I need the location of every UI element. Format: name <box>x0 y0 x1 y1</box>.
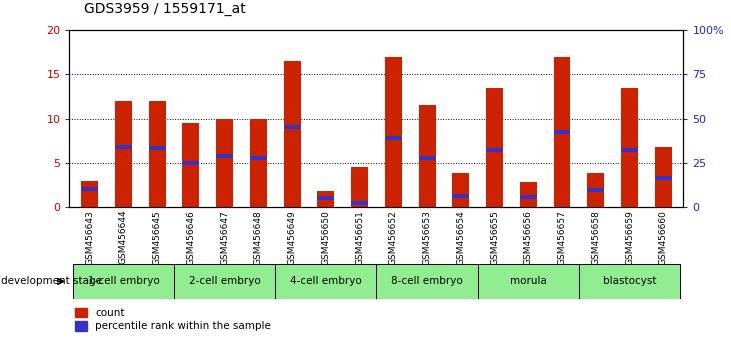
Text: GSM456659: GSM456659 <box>625 210 634 265</box>
Text: GSM456655: GSM456655 <box>490 210 499 265</box>
Text: GSM456660: GSM456660 <box>659 210 667 265</box>
Bar <box>351 167 368 207</box>
Text: 8-cell embryo: 8-cell embryo <box>391 276 463 286</box>
Bar <box>174 264 276 299</box>
Bar <box>385 57 402 207</box>
Text: GSM456647: GSM456647 <box>220 210 229 264</box>
Bar <box>317 196 334 200</box>
Bar <box>351 201 368 205</box>
Bar <box>317 191 334 207</box>
Bar <box>579 264 680 299</box>
Bar <box>587 188 605 192</box>
Bar <box>553 57 570 207</box>
Text: GSM456657: GSM456657 <box>558 210 567 265</box>
Text: GSM456650: GSM456650 <box>322 210 330 265</box>
Legend: count, percentile rank within the sample: count, percentile rank within the sample <box>75 308 271 331</box>
Text: GSM456654: GSM456654 <box>456 210 466 264</box>
Bar <box>284 61 300 207</box>
Bar <box>621 148 638 152</box>
Bar <box>486 148 503 152</box>
Bar <box>419 156 436 160</box>
Bar <box>385 136 402 140</box>
Bar <box>520 182 537 207</box>
Text: GSM456646: GSM456646 <box>186 210 195 264</box>
Bar <box>115 101 132 207</box>
Text: GSM456652: GSM456652 <box>389 210 398 264</box>
Bar <box>284 125 300 130</box>
Bar <box>520 195 537 199</box>
Bar <box>250 119 267 207</box>
Bar <box>621 88 638 207</box>
Text: 1-cell embryo: 1-cell embryo <box>88 276 159 286</box>
Bar <box>216 154 233 158</box>
Text: morula: morula <box>510 276 547 286</box>
Text: 4-cell embryo: 4-cell embryo <box>290 276 362 286</box>
Text: GSM456648: GSM456648 <box>254 210 263 264</box>
Text: GSM456644: GSM456644 <box>119 210 128 264</box>
Bar <box>486 88 503 207</box>
Bar <box>183 161 200 165</box>
Bar <box>81 181 98 207</box>
Bar <box>276 264 376 299</box>
Bar <box>587 173 605 207</box>
Text: development stage: development stage <box>1 276 102 286</box>
Text: GSM456653: GSM456653 <box>423 210 431 265</box>
Bar <box>452 194 469 199</box>
Bar <box>452 173 469 207</box>
Bar <box>376 264 477 299</box>
Bar <box>148 146 166 150</box>
Bar <box>655 147 672 207</box>
Text: GSM456658: GSM456658 <box>591 210 600 265</box>
Bar <box>81 187 98 192</box>
Text: GSM456656: GSM456656 <box>524 210 533 265</box>
Bar <box>183 123 200 207</box>
Text: GSM456643: GSM456643 <box>86 210 94 264</box>
Bar <box>419 105 436 207</box>
Bar <box>216 119 233 207</box>
Text: 2-cell embryo: 2-cell embryo <box>189 276 260 286</box>
Bar <box>655 176 672 180</box>
Bar <box>73 264 174 299</box>
Bar <box>250 156 267 160</box>
Text: GSM456649: GSM456649 <box>287 210 297 264</box>
Text: blastocyst: blastocyst <box>603 276 656 286</box>
Bar <box>553 130 570 134</box>
Bar <box>148 101 166 207</box>
Bar <box>477 264 579 299</box>
Text: GSM456645: GSM456645 <box>153 210 162 264</box>
Text: GSM456651: GSM456651 <box>355 210 364 265</box>
Text: GDS3959 / 1559171_at: GDS3959 / 1559171_at <box>84 2 246 16</box>
Bar <box>115 145 132 149</box>
